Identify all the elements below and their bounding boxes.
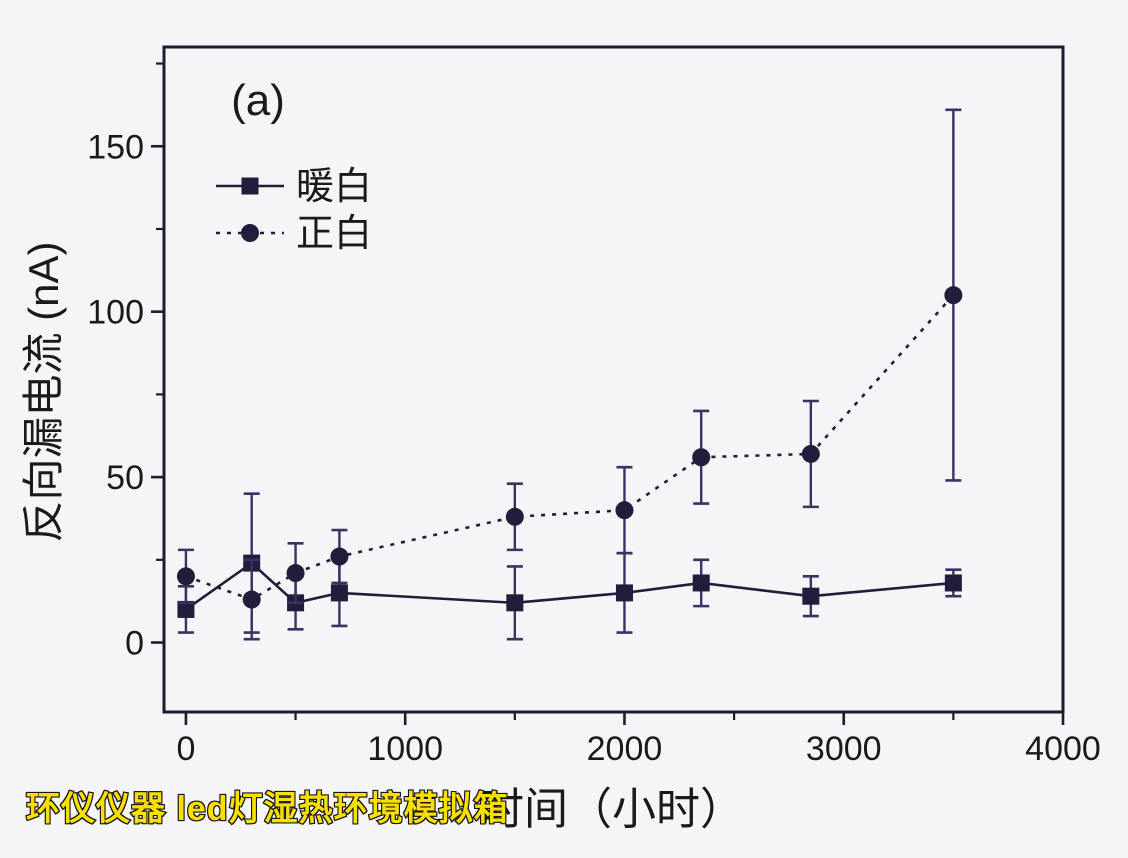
y-axis-title: 反向漏电流 (nA)	[20, 241, 67, 542]
legend-label: 正白	[296, 213, 372, 255]
data-point-square	[944, 574, 962, 592]
y-axis-tick-label: 150	[87, 128, 144, 166]
data-point-circle	[242, 590, 261, 609]
y-axis-tick-label: 50	[106, 459, 144, 497]
data-point-circle	[692, 448, 711, 467]
legend-marker-square	[241, 177, 259, 195]
y-axis-tick-label: 100	[87, 294, 144, 332]
data-point-square	[802, 587, 820, 605]
x-axis-tick-label: 2000	[587, 730, 663, 768]
data-point-square	[506, 594, 524, 612]
data-point-square	[330, 584, 348, 602]
data-point-circle	[505, 507, 524, 526]
x-axis-tick-label: 0	[176, 730, 195, 768]
data-point-square	[177, 600, 195, 618]
data-point-circle	[615, 501, 634, 520]
y-axis-tick-label: 0	[125, 625, 144, 663]
data-point-circle	[330, 547, 349, 566]
legend-marker-circle	[241, 224, 259, 242]
series-line-正白	[185, 294, 955, 601]
data-point-square	[615, 584, 633, 602]
data-point-circle	[286, 564, 305, 583]
x-axis-title: 时间（小时）	[480, 785, 744, 834]
watermark-text: 环仪仪器 led灯湿热环境模拟箱	[25, 789, 509, 829]
x-axis-tick-label: 4000	[1025, 730, 1101, 768]
legend-label: 暖白	[296, 166, 372, 208]
plot-frame	[162, 45, 1065, 714]
panel-label: (a)	[231, 76, 285, 125]
x-axis-tick-label: 3000	[806, 730, 882, 768]
x-axis-tick-label: 1000	[367, 730, 443, 768]
data-point-circle	[944, 286, 963, 305]
data-point-circle	[176, 567, 195, 586]
data-point-square	[692, 574, 710, 592]
data-point-circle	[801, 444, 820, 463]
